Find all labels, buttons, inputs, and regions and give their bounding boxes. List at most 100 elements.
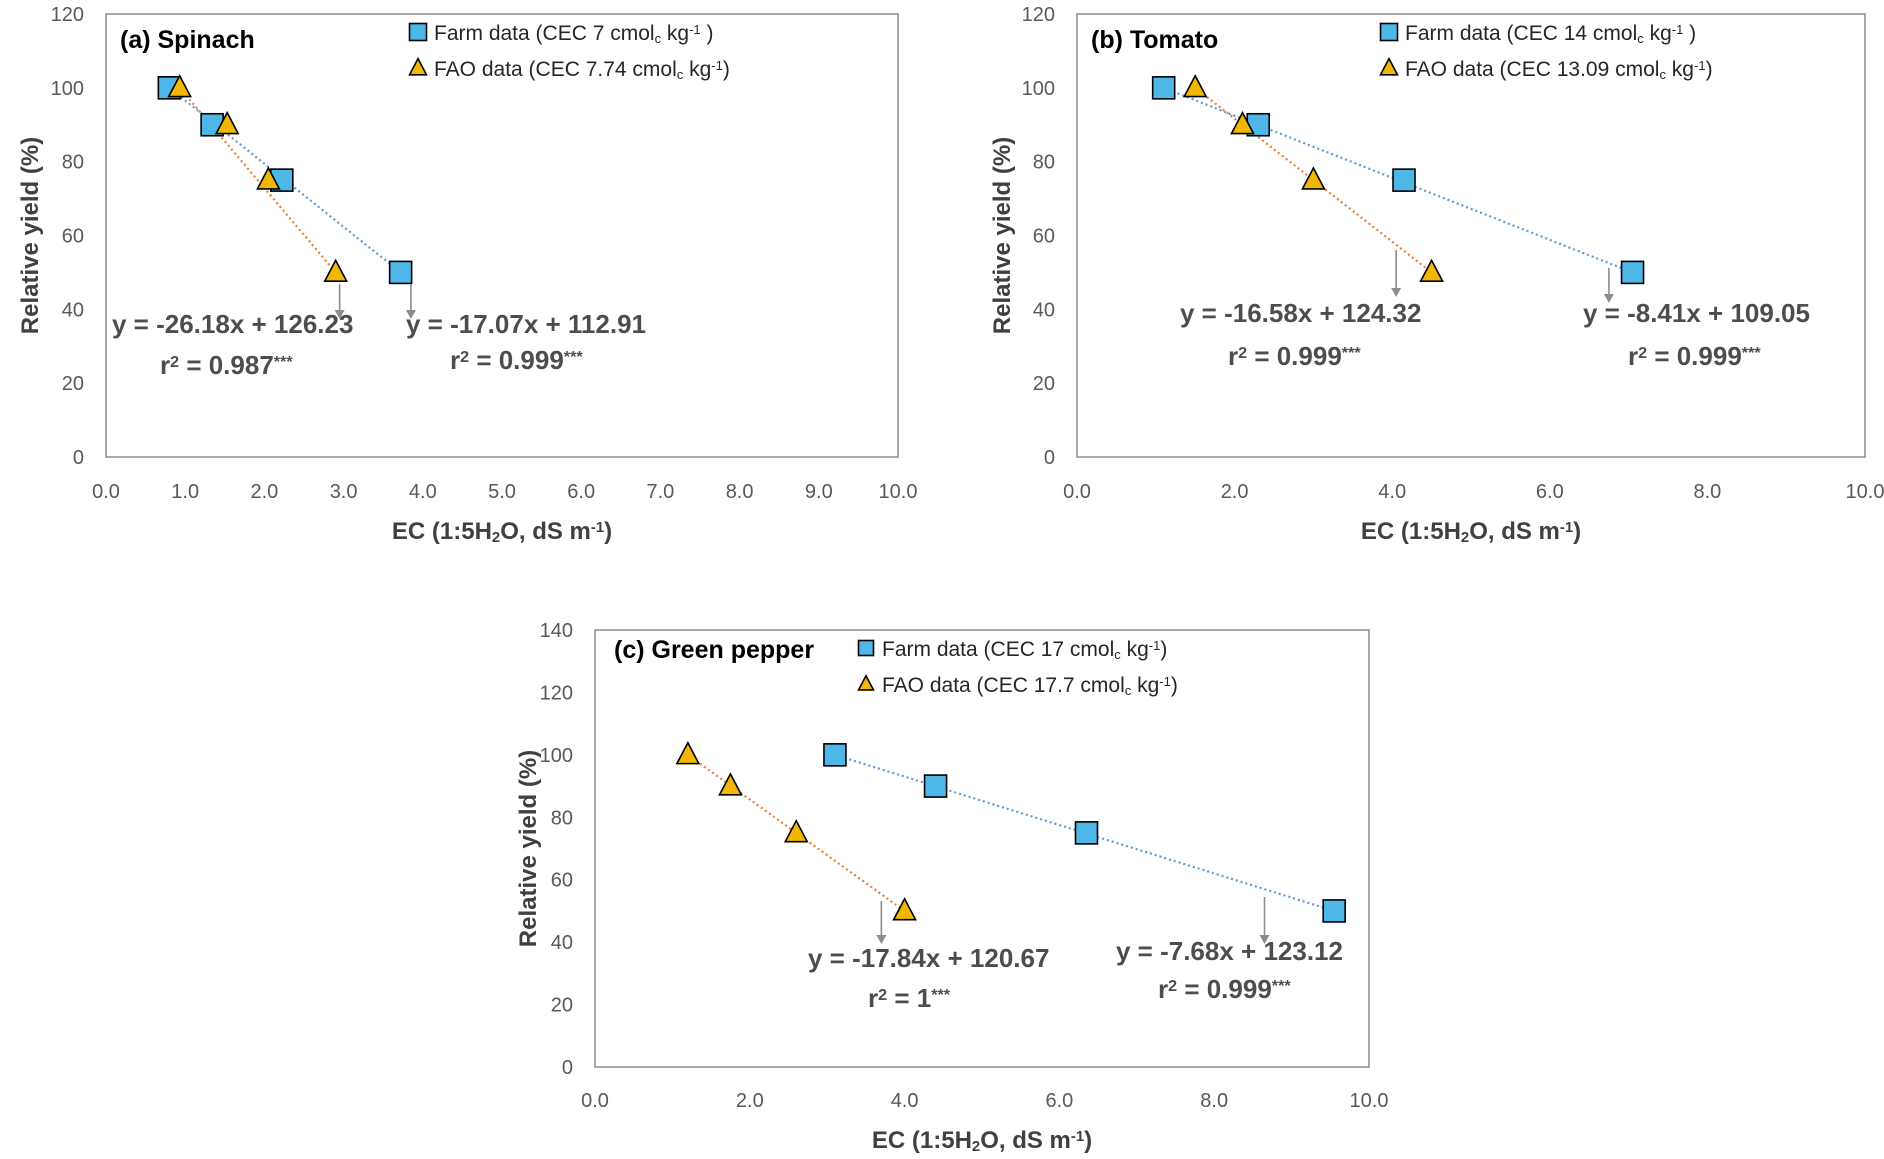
x-tick-label: 4.0 [409, 481, 437, 503]
legend-triangle-marker [1379, 56, 1399, 76]
x-tick-label: 2.0 [1221, 481, 1249, 503]
x-tick-label: 4.0 [1378, 481, 1406, 503]
r-squared-label: r2 = 0.999*** [1158, 974, 1291, 1004]
y-tick-label: 0 [1044, 447, 1055, 469]
arrow-head [1603, 294, 1614, 303]
legend-label: Farm data (CEC 14 cmolc kg-1 ) [1405, 22, 1696, 46]
x-tick-label: 5.0 [488, 481, 516, 503]
fao-data-point [1230, 110, 1255, 135]
farm-data-point [1392, 168, 1416, 192]
legend-label: Farm data (CEC 7 cmolc kg-1 ) [434, 22, 714, 46]
x-tick-label: 0.0 [1063, 481, 1091, 503]
fao-data-point [675, 741, 701, 765]
fao-data-point [718, 772, 743, 796]
panel-title: (c) Green pepper [614, 636, 814, 664]
y-tick-label: 100 [51, 78, 84, 100]
regression-equation: y = -17.84x + 120.67 [808, 943, 1049, 973]
legend-label: Farm data (CEC 17 cmolc kg-1) [882, 638, 1167, 662]
r-squared-label: r2 = 0.987*** [160, 350, 293, 380]
y-tick-label: 60 [551, 870, 573, 892]
panel-title: (a) Spinach [120, 26, 255, 54]
x-tick-label: 6.0 [1045, 1090, 1073, 1112]
fao-data-point [214, 110, 240, 135]
y-tick-label: 0 [562, 1057, 573, 1079]
x-tick-label: 6.0 [1536, 481, 1564, 503]
chart-panel-3: 0 20 40 60 80 100 120 140 0.0 2.0 4.0 6.0 8.0 10.0 EC … [515, 620, 1388, 1155]
x-tick-label: 2.0 [736, 1090, 764, 1112]
chart-panel-2: 0 20 40 60 80 100 120 0.0 2.0 4.0 6.0 8.0 10.0 EC (1:… [989, 4, 1884, 546]
r-squared-label: r2 = 0.999*** [1628, 341, 1761, 371]
regression-equation: y = -16.58x + 124.32 [1180, 298, 1421, 328]
y-tick-label: 80 [62, 152, 84, 174]
fao-data-point [167, 73, 192, 98]
y-tick-label: 60 [62, 226, 84, 248]
x-tick-label: 8.0 [1200, 1090, 1228, 1112]
y-tick-label: 20 [62, 373, 84, 395]
arrow-head [405, 310, 416, 319]
x-tick-label: 4.0 [891, 1090, 919, 1112]
chart-panel-1: 0 20 40 60 80 100 120 0.0 1.0 2.0 3.0 4.0 5.0 6.0 7.0 8… [17, 4, 917, 546]
arrow-head [876, 935, 887, 944]
y-tick-label: 40 [1033, 299, 1055, 321]
y-tick-label: 100 [1022, 78, 1055, 100]
farm-data-point [923, 774, 948, 798]
farm-data-point [1074, 821, 1099, 845]
regression-equation: y = -8.41x + 109.05 [1583, 298, 1810, 328]
x-tick-label: 2.0 [250, 481, 278, 503]
fao-data-point [892, 897, 917, 921]
farm-data-point [1322, 899, 1346, 923]
y-tick-label: 100 [540, 745, 573, 767]
legend-square-marker [857, 639, 875, 657]
plot-area [594, 629, 1370, 1068]
y-axis-title: Relative yield (%) [515, 750, 542, 947]
x-tick-label: 0.0 [92, 481, 120, 503]
y-tick-label: 40 [62, 299, 84, 321]
regression-equation: y = -17.07x + 112.91 [406, 309, 646, 339]
plot-area [105, 13, 899, 458]
fao-data-point [1419, 258, 1444, 282]
regression-equation: y = -7.68x + 123.12 [1116, 936, 1343, 966]
legend-triangle-marker [408, 56, 428, 76]
arrow-head [1391, 288, 1402, 297]
r-squared-label: r2 = 1*** [868, 983, 951, 1013]
panel-title: (b) Tomato [1091, 26, 1218, 54]
y-tick-label: 120 [1022, 4, 1055, 26]
legend-triangle-marker [857, 674, 875, 691]
farm-data-point [1151, 76, 1176, 100]
fao-data-point [1182, 73, 1208, 98]
y-axis-title: Relative yield (%) [989, 137, 1016, 334]
x-tick-label: 8.0 [726, 481, 754, 503]
fao-data-point [256, 166, 281, 190]
y-tick-label: 140 [540, 620, 573, 642]
y-tick-label: 120 [540, 682, 573, 704]
farm-data-point [388, 260, 413, 285]
y-tick-label: 40 [551, 932, 573, 954]
x-tick-label: 0.0 [581, 1090, 609, 1112]
r-squared-label: r2 = 0.999*** [450, 345, 583, 375]
y-tick-label: 0 [73, 447, 84, 469]
fao-data-point [783, 819, 809, 843]
x-tick-label: 10.0 [879, 481, 918, 503]
arrow-head [334, 310, 345, 319]
regression-equation: y = -26.18x + 126.23 [112, 309, 353, 339]
x-tick-label: 7.0 [646, 481, 674, 503]
x-axis-title: EC (1:5H2O, dS m-1) [872, 1127, 1092, 1155]
y-tick-label: 120 [51, 4, 84, 26]
y-tick-label: 60 [1033, 226, 1055, 248]
plot-area [1076, 13, 1866, 458]
fao-data-point [1301, 166, 1326, 190]
r-squared-label: r2 = 0.999*** [1228, 341, 1361, 371]
x-tick-label: 6.0 [567, 481, 595, 503]
x-tick-label: 10.0 [1846, 481, 1884, 503]
legend-label: FAO data (CEC 17.7 cmolc kg-1) [882, 674, 1178, 698]
x-axis-title: EC (1:5H2O, dS m-1) [392, 518, 612, 546]
y-tick-label: 80 [1033, 152, 1055, 174]
fao-data-point [323, 258, 349, 282]
y-tick-label: 80 [551, 807, 573, 829]
y-axis-title: Relative yield (%) [17, 137, 44, 334]
legend-square-marker [1379, 22, 1399, 42]
y-tick-label: 20 [551, 995, 573, 1017]
farm-data-point [1620, 260, 1645, 285]
arrow-head [1259, 935, 1270, 944]
